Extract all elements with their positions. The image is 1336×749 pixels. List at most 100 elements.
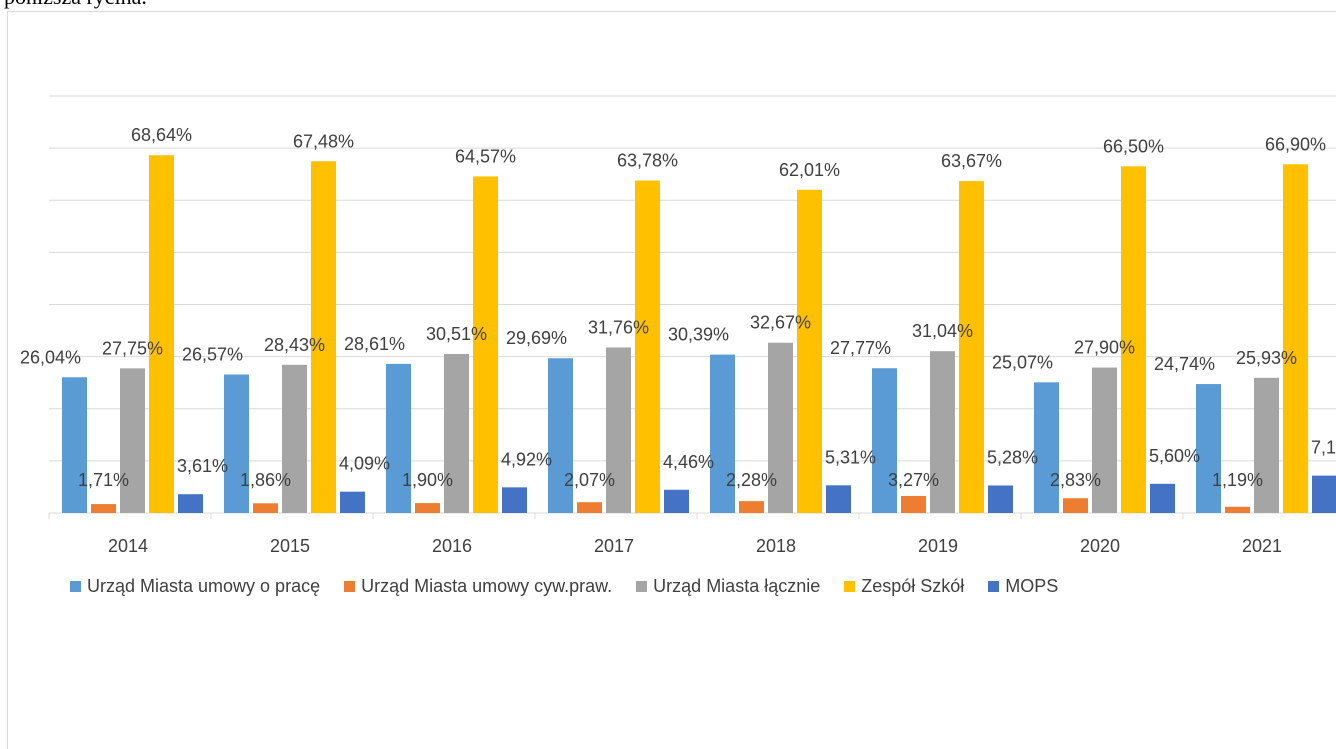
legend-swatch (344, 581, 356, 592)
bar-zesp-szk--2018 (797, 189, 822, 513)
bar-zesp-szk--2016 (473, 176, 498, 513)
data-label: 62,01% (779, 160, 840, 180)
bar-urz-d-miasta-umowy-cyw-praw--2014 (91, 504, 116, 513)
bar-urz-d-miasta-umowy-cyw-praw--2016 (415, 503, 440, 513)
legend-label: MOPS (1005, 576, 1059, 596)
data-label: 28,61% (344, 334, 405, 354)
data-label: 5,60% (1149, 446, 1200, 466)
bar-urz-d-miasta-cznie-2016 (444, 353, 469, 513)
bar-urz-d-miasta-cznie-2021 (1254, 377, 1279, 513)
data-label: 64,57% (455, 146, 516, 166)
legend-item: Urząd Miasta łącznie (636, 576, 820, 597)
data-label: 2,28% (726, 470, 777, 490)
data-label: 66,50% (1103, 136, 1164, 156)
bar-urz-d-miasta-umowy-o-prac--2018 (710, 354, 735, 513)
bar-urz-d-miasta-umowy-o-prac--2015 (224, 374, 249, 513)
data-label: 1,19% (1212, 470, 1263, 490)
data-label: 27,75% (102, 338, 163, 358)
bar-urz-d-miasta-cznie-2017 (606, 347, 631, 513)
data-label: 25,93% (1236, 348, 1297, 368)
bar-mops-2015 (340, 491, 365, 513)
data-label: 3,61% (177, 456, 228, 476)
data-label: 2,83% (1050, 470, 1101, 490)
bar-urz-d-miasta-umowy-cyw-praw--2018 (739, 501, 764, 513)
x-tick-label: 2016 (432, 536, 472, 556)
data-label: 1,86% (240, 470, 291, 490)
bar-urz-d-miasta-umowy-o-prac--2020 (1034, 382, 1059, 513)
bar-urz-d-miasta-umowy-o-prac--2019 (872, 368, 897, 513)
bar-mops-2017 (664, 489, 689, 513)
bar-mops-2020 (1150, 483, 1175, 513)
bar-urz-d-miasta-umowy-o-prac--2017 (548, 358, 573, 513)
legend-item: MOPS (988, 576, 1058, 597)
data-label: 63,78% (617, 151, 678, 171)
bar-mops-2018 (826, 485, 851, 513)
data-label: 67,48% (293, 131, 354, 151)
data-label: 4,46% (663, 452, 714, 472)
data-label: 5,28% (987, 447, 1038, 467)
bar-mops-2019 (988, 485, 1013, 513)
truncated-document-text: poniższa rycina. (4, 0, 147, 10)
bar-zesp-szk--2020 (1121, 166, 1146, 513)
data-label: 1,71% (78, 470, 129, 490)
bar-urz-d-miasta-umowy-cyw-praw--2021 (1225, 506, 1250, 513)
bar-urz-d-miasta-cznie-2015 (282, 364, 307, 513)
data-label: 27,77% (830, 338, 891, 358)
legend-label: Urząd Miasta umowy cyw.praw. (361, 576, 613, 596)
legend-swatch (988, 581, 1000, 592)
bar-urz-d-miasta-cznie-2014 (120, 368, 145, 513)
bar-urz-d-miasta-umowy-o-prac--2016 (386, 363, 411, 513)
data-label: 26,04% (20, 347, 81, 367)
data-label: 31,76% (588, 317, 649, 337)
bar-zesp-szk--2021 (1283, 164, 1308, 513)
x-tick-label: 2021 (1242, 536, 1282, 556)
data-label: 66,90% (1265, 134, 1326, 154)
legend-label: Urząd Miasta łącznie (653, 576, 821, 596)
data-label: 24,74% (1154, 354, 1215, 374)
data-label: 29,69% (506, 328, 567, 348)
data-label: 30,51% (426, 324, 487, 344)
legend-label: Zespół Szkół (861, 576, 965, 596)
bar-mops-2014 (178, 494, 203, 513)
data-label: 63,67% (941, 151, 1002, 171)
legend-swatch (70, 581, 81, 592)
bar-urz-d-miasta-umowy-cyw-praw--2020 (1063, 498, 1088, 513)
data-label: 32,67% (750, 313, 811, 333)
legend-swatch (636, 581, 648, 592)
data-label: 25,07% (992, 352, 1053, 372)
data-label: 28,43% (264, 335, 325, 355)
bar-urz-d-miasta-cznie-2018 (768, 342, 793, 513)
bar-urz-d-miasta-umowy-cyw-praw--2017 (577, 502, 602, 513)
bar-zesp-szk--2017 (635, 180, 660, 513)
bar-zesp-szk--2019 (959, 181, 984, 514)
legend-item: Urząd Miasta umowy cyw.praw. (344, 576, 612, 597)
data-label: 30,39% (668, 325, 729, 345)
data-label: 31,04% (912, 321, 973, 341)
legend-label: Urząd Miasta umowy o pracę (87, 576, 321, 596)
bar-urz-d-miasta-umowy-o-prac--2014 (62, 377, 87, 513)
x-tick-label: 2020 (1080, 536, 1120, 556)
bar-urz-d-miasta-umowy-cyw-praw--2015 (253, 503, 278, 513)
data-label: 4,92% (501, 449, 552, 469)
legend-item: Zespół Szkół (844, 576, 964, 597)
bar-urz-d-miasta-cznie-2020 (1092, 367, 1117, 513)
bar-zesp-szk--2015 (311, 161, 336, 513)
x-tick-label: 2018 (756, 536, 796, 556)
bar-zesp-szk--2014 (149, 155, 174, 514)
data-label: 7,17% (1311, 438, 1336, 458)
x-tick-label: 2017 (594, 536, 634, 556)
x-tick-label: 2014 (108, 536, 148, 556)
legend-swatch (844, 581, 856, 592)
bar-urz-d-miasta-umowy-o-prac--2021 (1196, 384, 1221, 513)
bar-mops-2021 (1312, 475, 1336, 513)
data-label: 1,90% (402, 470, 453, 490)
bar-mops-2016 (502, 487, 527, 513)
data-label: 68,64% (131, 125, 192, 145)
data-label: 5,31% (825, 447, 876, 467)
data-label: 27,90% (1074, 338, 1135, 358)
data-label: 4,09% (339, 454, 390, 474)
bar-urz-d-miasta-umowy-cyw-praw--2019 (901, 495, 926, 513)
legend-item: Urząd Miasta umowy o pracę (70, 576, 320, 597)
